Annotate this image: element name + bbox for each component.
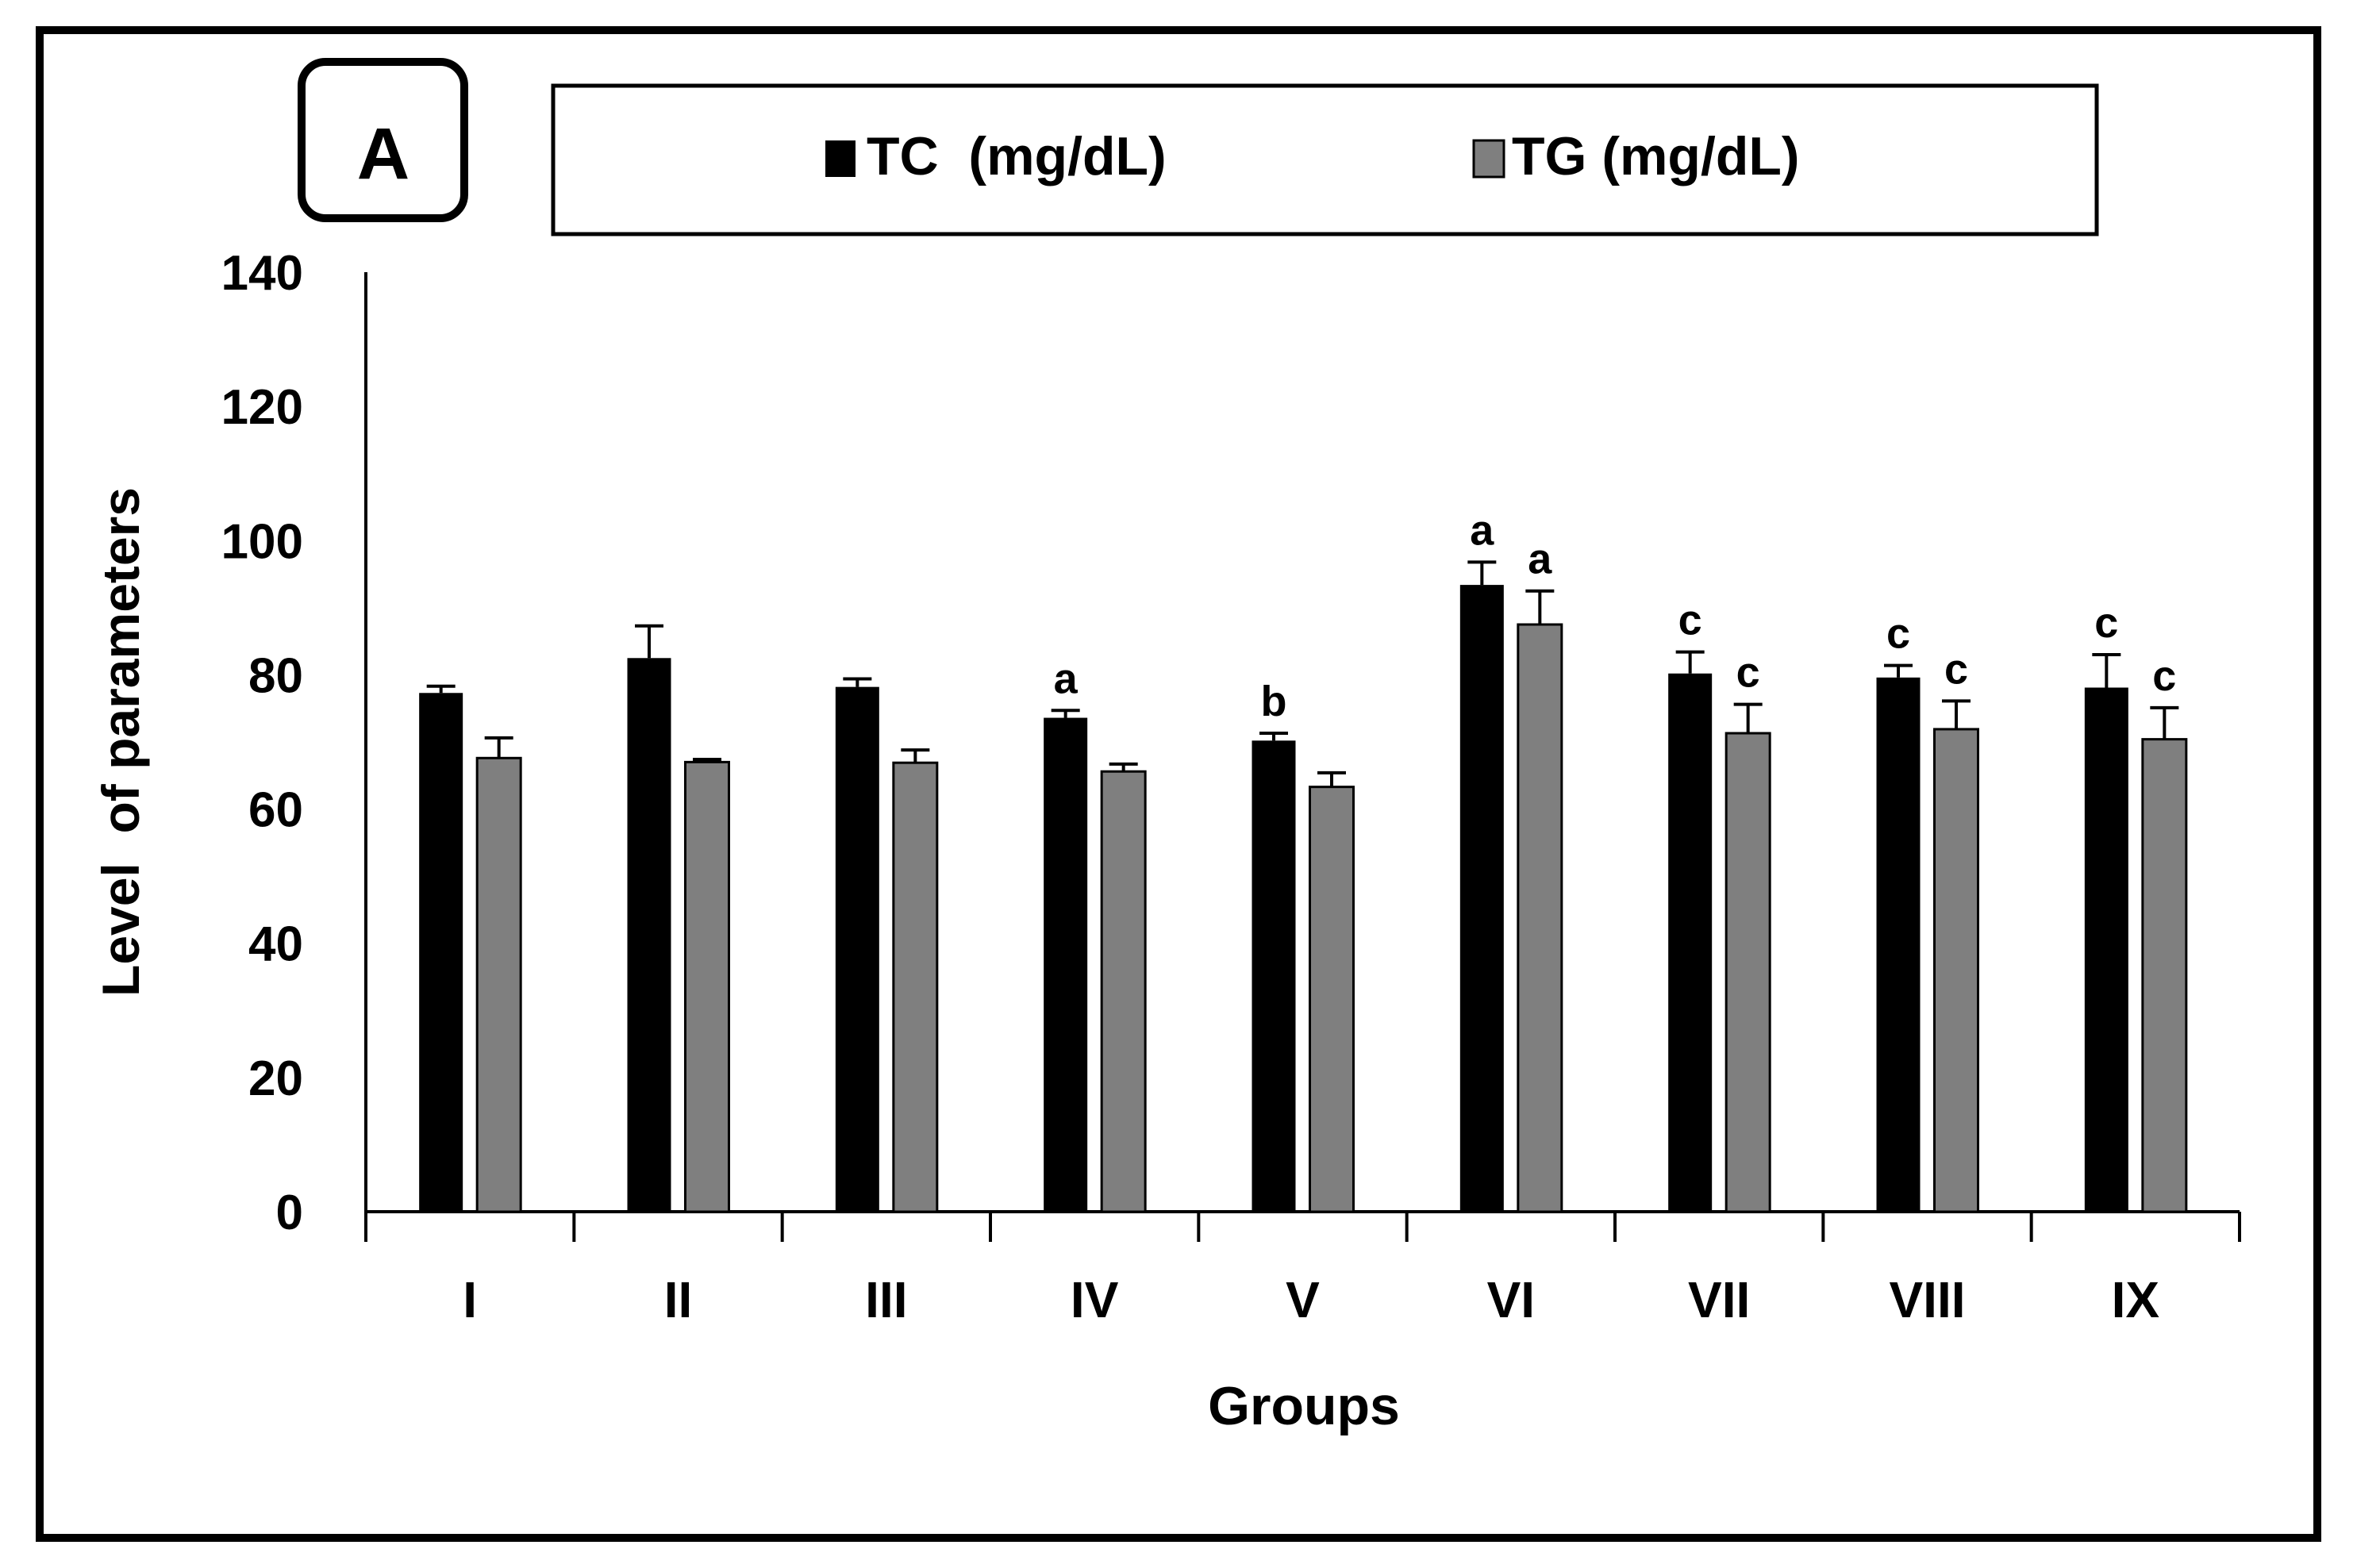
bar-tg <box>892 761 939 1213</box>
panel-label-box <box>298 58 468 222</box>
y-tick-label: 80 <box>248 648 303 703</box>
bar-tg <box>684 760 730 1213</box>
y-tick-label: 100 <box>221 514 303 569</box>
legend-swatch-tg <box>1472 139 1505 179</box>
significance-label: c <box>1736 649 1760 697</box>
y-axis-title: Level of parameters <box>91 487 150 997</box>
significance-label: b <box>1261 678 1287 725</box>
significance-label: c <box>1944 645 1968 693</box>
bar-tg <box>1724 732 1771 1213</box>
bar-tg <box>1100 770 1147 1213</box>
y-tick-label: 140 <box>221 246 303 301</box>
y-tick-label: 0 <box>276 1186 303 1240</box>
y-tick-label: 120 <box>221 380 303 435</box>
bar-tc <box>1459 585 1504 1212</box>
panel-label: A <box>357 113 409 194</box>
significance-label: c <box>2094 599 2118 647</box>
x-axis-title: Groups <box>1208 1376 1400 1436</box>
bar-tg <box>1517 623 1563 1213</box>
x-tick-label: I <box>463 1271 477 1328</box>
x-tick-label: VI <box>1487 1271 1535 1328</box>
bar-tc <box>2084 687 2128 1212</box>
significance-label: c <box>1886 610 1910 658</box>
x-tick-label: VIII <box>1889 1271 1965 1328</box>
bar-tc <box>1876 677 1921 1212</box>
bar-tc <box>1044 717 1088 1212</box>
x-tick-label: III <box>865 1271 907 1328</box>
significance-label: a <box>1528 536 1552 583</box>
bar-tc <box>1252 740 1296 1212</box>
bar-tg <box>2141 738 2188 1213</box>
x-tick-label: II <box>664 1271 693 1328</box>
y-tick-label: 40 <box>248 917 303 972</box>
x-tick-label: IV <box>1071 1271 1119 1328</box>
significance-label: a <box>1470 506 1494 554</box>
legend-swatch-tc <box>825 140 856 177</box>
legend-label-tg: TG (mg/dL) <box>1512 126 1800 186</box>
bar-tc <box>1668 673 1713 1212</box>
bar-tg <box>1933 728 1979 1213</box>
x-tick-label: VII <box>1688 1271 1750 1328</box>
significance-label: c <box>1678 597 1702 644</box>
y-tick-label: 20 <box>248 1051 303 1106</box>
y-tick-label: 60 <box>248 783 303 838</box>
x-tick-label: V <box>1286 1271 1320 1328</box>
legend-label-tc: TC (mg/dL) <box>867 126 1167 186</box>
bar-tg <box>1309 786 1355 1213</box>
bar-tg <box>475 756 522 1213</box>
significance-label: a <box>1054 655 1079 702</box>
bar-tc <box>627 658 671 1212</box>
bar-tc <box>419 693 463 1212</box>
bar-tc <box>835 686 879 1212</box>
significance-label: c <box>2152 652 2176 700</box>
x-tick-label: IX <box>2112 1271 2160 1328</box>
legend-box <box>551 83 2099 236</box>
